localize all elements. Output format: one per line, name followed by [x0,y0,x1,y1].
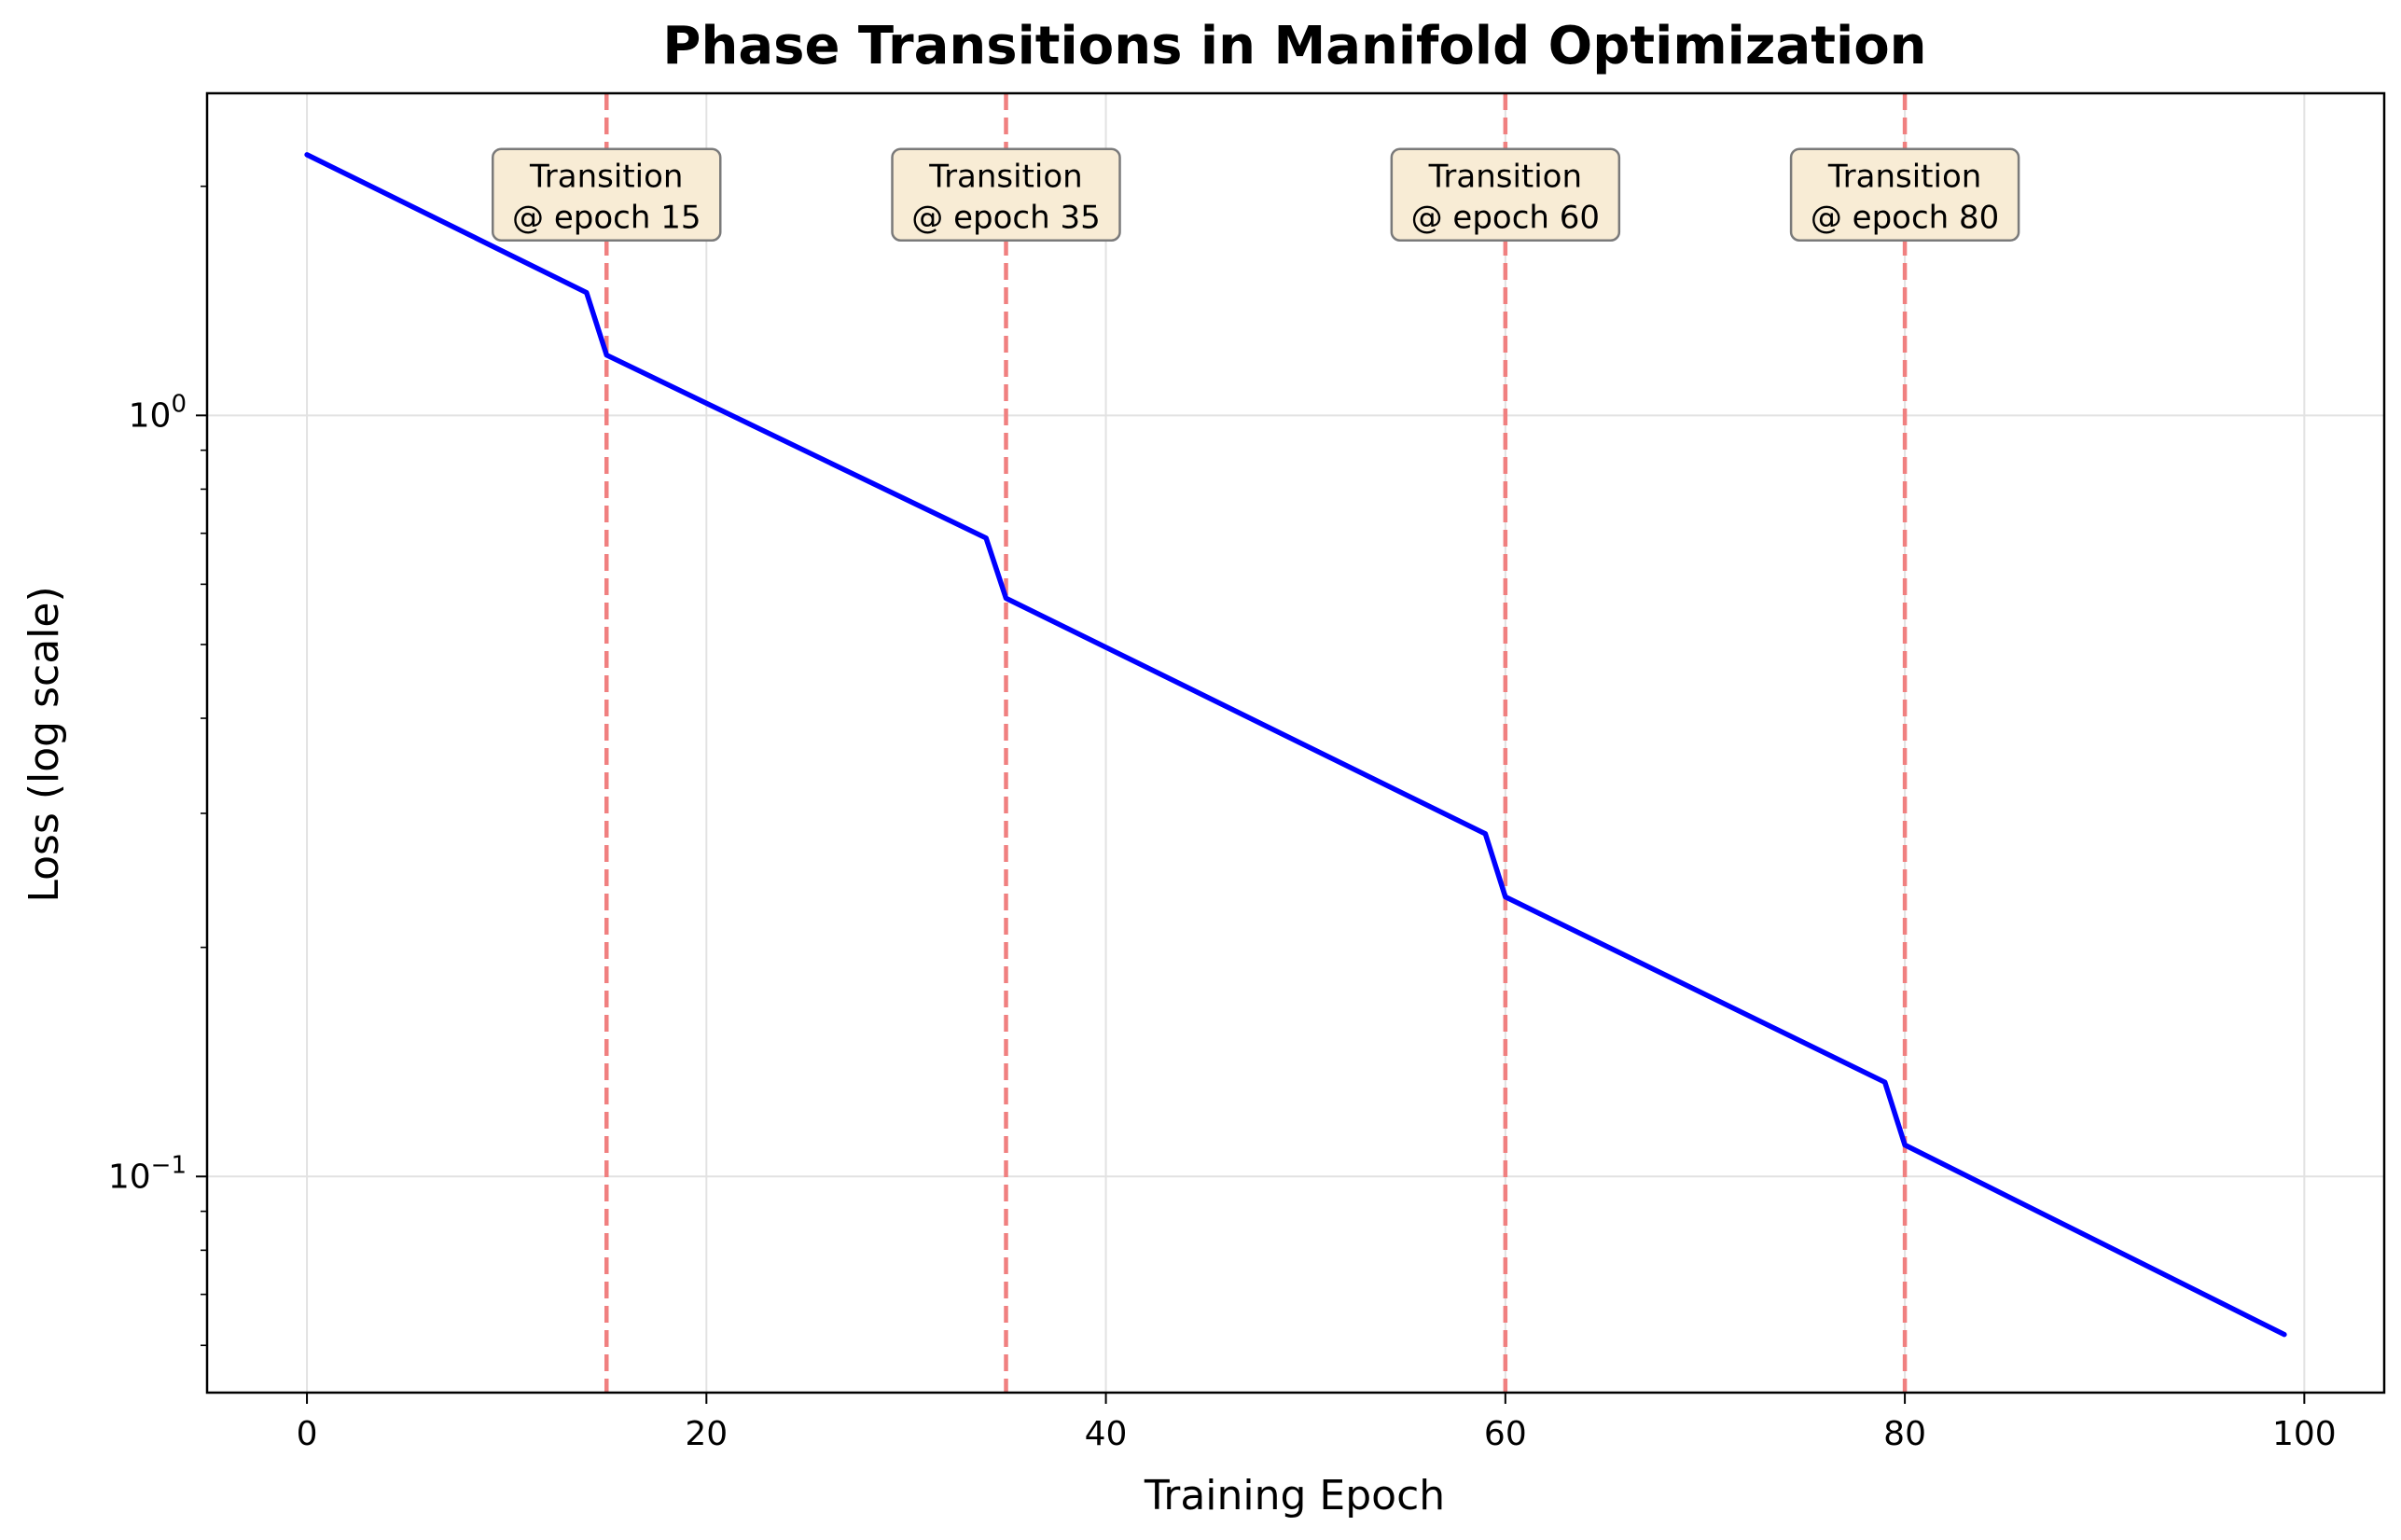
annotation-line-2: @ epoch 60 [1411,200,1600,237]
transition-annotation: Transition @ epoch 60 [1390,147,1621,242]
transition-lines [604,93,1908,1393]
x-tick-label: 0 [297,1415,318,1453]
x-axis-ticks: 0 20 40 60 80 100 [297,1393,2337,1453]
y-tick-base: 10 [129,396,172,435]
annotation-line-2: @ epoch 15 [512,200,701,237]
y-tick-exponent: −1 [151,1151,187,1179]
annotation-line-2: @ epoch 80 [1811,200,1999,237]
annotation-box [1789,147,2020,242]
annotation-line-1: Transition [1428,159,1582,196]
chart-title: Phase Transitions in Manifold Optimizati… [662,16,1926,76]
annotation-line-1: Transition [928,159,1082,196]
transition-annotation: Transition @ epoch 80 [1789,147,2020,242]
transition-annotations: Transition @ epoch 15 Transition @ epoch 35… [492,147,2020,242]
y-tick-exponent: 0 [171,390,187,418]
annotation-line-2: @ epoch 35 [911,200,1100,237]
plot-frame [205,91,2386,1394]
grid-layer [207,93,2384,1393]
x-tick-label: 40 [1085,1415,1128,1453]
annotation-box [891,147,1121,242]
series-layer [304,152,2287,1338]
y-tick-label: 10−1 [108,1151,187,1196]
annotation-line-1: Transition [1827,159,1981,196]
x-tick-label: 20 [685,1415,728,1453]
y-tick-label: 100 [129,390,187,435]
annotation-box [1390,147,1621,242]
loss-series-line [304,152,2287,1338]
x-tick-label: 60 [1484,1415,1527,1453]
transition-annotation: Transition @ epoch 15 [492,147,722,242]
transition-annotation: Transition @ epoch 35 [891,147,1121,242]
y-tick-base: 10 [108,1158,151,1196]
annotation-box [492,147,722,242]
x-axis-label: Training Epoch [1144,1472,1445,1519]
annotation-line-1: Transition [529,159,683,196]
y-axis-label: Loss (log scale) [21,586,68,902]
x-tick-label: 100 [2272,1415,2337,1453]
x-tick-label: 80 [1883,1415,1926,1453]
